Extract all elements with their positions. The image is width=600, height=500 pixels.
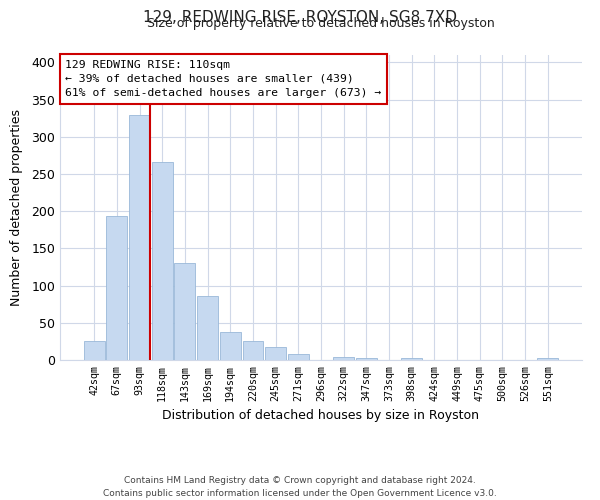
Bar bbox=[242, 342, 263, 360]
Bar bbox=[129, 116, 150, 360]
Bar bbox=[288, 354, 309, 360]
Bar bbox=[152, 162, 173, 360]
Bar bbox=[265, 348, 286, 360]
Bar bbox=[197, 296, 218, 360]
X-axis label: Distribution of detached houses by size in Royston: Distribution of detached houses by size … bbox=[163, 409, 479, 422]
Bar bbox=[220, 332, 241, 360]
Bar bbox=[356, 358, 377, 360]
Bar bbox=[175, 264, 196, 360]
Bar bbox=[401, 358, 422, 360]
Text: Contains HM Land Registry data © Crown copyright and database right 2024.
Contai: Contains HM Land Registry data © Crown c… bbox=[103, 476, 497, 498]
Bar bbox=[333, 357, 354, 360]
Bar bbox=[106, 216, 127, 360]
Bar bbox=[538, 358, 558, 360]
Title: Size of property relative to detached houses in Royston: Size of property relative to detached ho… bbox=[147, 17, 495, 30]
Text: 129 REDWING RISE: 110sqm
← 39% of detached houses are smaller (439)
61% of semi-: 129 REDWING RISE: 110sqm ← 39% of detach… bbox=[65, 60, 382, 98]
Bar bbox=[84, 342, 104, 360]
Y-axis label: Number of detached properties: Number of detached properties bbox=[10, 109, 23, 306]
Text: 129, REDWING RISE, ROYSTON, SG8 7XD: 129, REDWING RISE, ROYSTON, SG8 7XD bbox=[143, 10, 457, 25]
